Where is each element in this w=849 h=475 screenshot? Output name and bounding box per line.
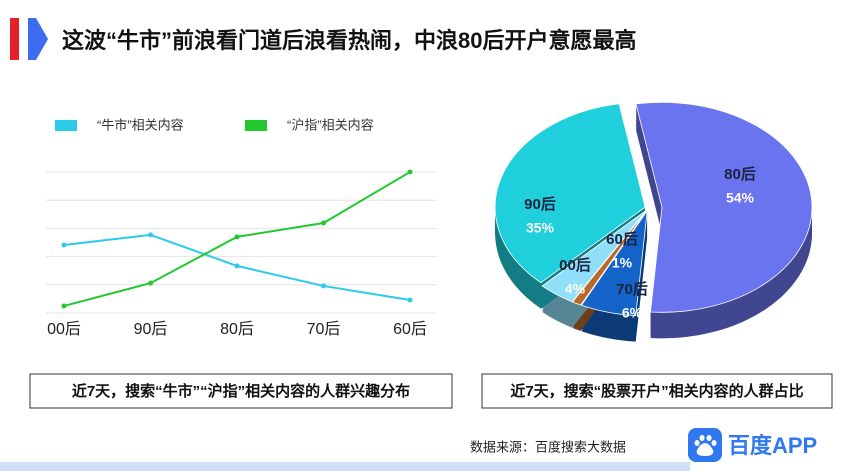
point: [61, 303, 67, 309]
slice: [635, 101, 813, 313]
slice-name: 80后: [724, 166, 756, 183]
point: [234, 263, 240, 269]
caption: 近7天，搜索“股票开户”相关内容的人群占比: [510, 382, 803, 400]
legend-swatch: [245, 120, 267, 131]
slice-value: 6%: [622, 305, 643, 321]
slice: [580, 210, 648, 317]
caption-box: [481, 373, 833, 409]
point: [148, 280, 153, 286]
legend-label: “沪指”相关内容: [287, 117, 374, 132]
slice: [571, 210, 647, 306]
logo-paw: [694, 435, 717, 456]
legend-label: “牛市”相关内容: [97, 117, 184, 132]
slice-value: 1%: [612, 255, 633, 271]
point: [61, 242, 67, 248]
point: [148, 232, 153, 238]
x-tick-label: 90后: [134, 320, 168, 338]
caption-box: [29, 373, 453, 409]
point: [321, 283, 326, 289]
slice-value: 4%: [565, 281, 586, 297]
x-tick-label: 80后: [220, 320, 254, 338]
slice-name: 60后: [606, 231, 638, 248]
point: [321, 220, 326, 226]
bottom-band: [0, 462, 690, 471]
x-tick-label: 00后: [47, 320, 81, 338]
source: 数据来源：百度搜索大数据: [470, 439, 626, 454]
slice-name: 90后: [524, 196, 556, 213]
x-tick-label: 70后: [307, 320, 341, 338]
slice-name: 00后: [559, 257, 591, 274]
legend-swatch: [55, 120, 77, 131]
point: [407, 297, 413, 303]
x-tick-label: 60后: [393, 320, 427, 338]
slice: [541, 210, 647, 303]
page-title: 这波“牛市”前浪看门道后浪看热闹，中浪80后开户意愿最高: [62, 28, 636, 53]
caption: 近7天，搜索“牛市”“沪指”相关内容的人群兴趣分布: [72, 382, 410, 400]
logo-text: 百度APP: [728, 433, 817, 458]
slice-name: 70后: [616, 281, 648, 298]
slice-value: 35%: [526, 220, 555, 236]
red-bar: [10, 18, 19, 60]
point: [407, 169, 413, 175]
blue-chevron: [28, 18, 48, 60]
point: [234, 234, 240, 240]
slice-value: 54%: [726, 190, 755, 206]
slice: [494, 103, 646, 284]
